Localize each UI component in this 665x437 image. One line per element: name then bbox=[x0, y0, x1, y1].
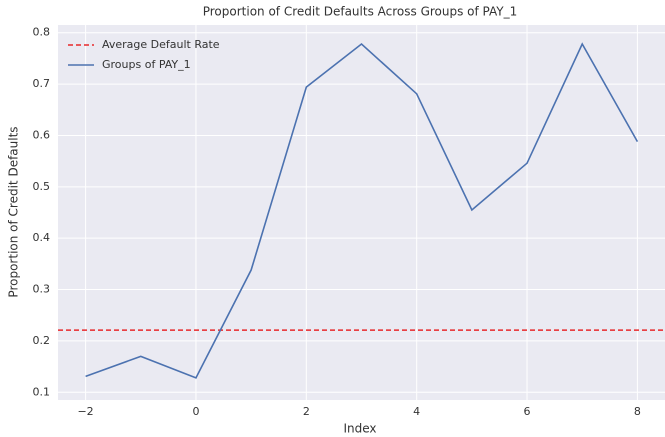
x-axis-label: Index bbox=[343, 422, 376, 436]
y-tick-label: 0.2 bbox=[33, 334, 51, 347]
y-tick-label: 0.7 bbox=[33, 77, 51, 90]
y-axis-label: Proportion of Credit Defaults bbox=[7, 126, 21, 297]
series-line bbox=[85, 42, 639, 379]
legend-label: Groups of PAY_1 bbox=[102, 58, 191, 71]
y-tick-label: 0.4 bbox=[33, 231, 51, 244]
y-tick-label: 0.6 bbox=[33, 128, 51, 141]
plot-area bbox=[58, 25, 665, 400]
x-tick-label: 4 bbox=[413, 405, 420, 418]
x-tick-label: 2 bbox=[303, 405, 310, 418]
x-tick-label: 6 bbox=[524, 405, 531, 418]
chart-title: Proportion of Credit Defaults Across Gro… bbox=[203, 5, 518, 19]
x-tick-label: 8 bbox=[634, 405, 641, 418]
y-tick-label: 0.8 bbox=[33, 26, 51, 39]
x-tick-label: 0 bbox=[192, 405, 199, 418]
legend-label: Average Default Rate bbox=[102, 38, 220, 51]
y-tick-label: 0.5 bbox=[33, 180, 51, 193]
y-tick-label: 0.3 bbox=[33, 283, 51, 296]
x-tick-label: −2 bbox=[77, 405, 93, 418]
y-tick-label: 0.1 bbox=[33, 385, 51, 398]
